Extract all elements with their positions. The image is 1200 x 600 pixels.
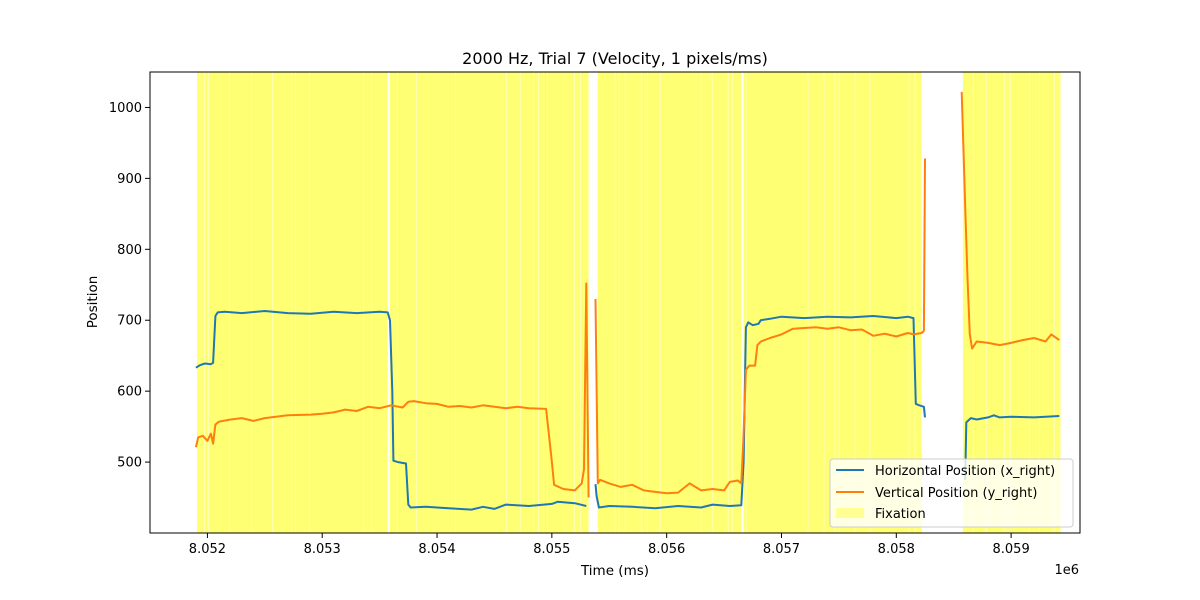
fixation-stripe [251, 72, 253, 533]
y-tick-label: 700 [117, 314, 142, 329]
fixation-stripe [823, 72, 825, 533]
horizontal-position-line [195, 310, 587, 511]
y-tick-label: 900 [117, 172, 142, 187]
y-axis: 500 600 700 800 900 1000 [109, 101, 150, 471]
fixation-stripe [700, 72, 702, 533]
fixation-stripe [546, 72, 548, 533]
x-tick-label: 8.054 [418, 542, 455, 557]
fixation-stripe [537, 72, 539, 533]
fixation-stripe [659, 72, 661, 533]
x-offset-label: 1e6 [1054, 563, 1079, 578]
fixation-stripe [646, 72, 648, 533]
fixation-stripe [711, 72, 713, 533]
fixation-stripe [908, 72, 910, 533]
legend-label-horizontal: Horizontal Position (x_right) [875, 464, 1055, 479]
fixation-stripe [640, 72, 642, 533]
fixation-stripe [618, 72, 620, 533]
y-tick-label: 600 [117, 385, 142, 400]
fixation-stripe [229, 72, 231, 533]
fixation-stripe [1003, 72, 1005, 533]
fixation-stripe [295, 72, 297, 533]
fixation-band [597, 72, 742, 533]
fixation-stripe [854, 72, 856, 533]
legend-swatch-fixation [836, 508, 864, 518]
fixation-stripe [807, 72, 809, 533]
plot-frame [149, 71, 1081, 534]
fixation-stripe [396, 72, 398, 533]
x-tick-label: 8.057 [763, 542, 800, 557]
fixation-stripe [204, 72, 206, 533]
x-tick-label: 8.059 [993, 542, 1030, 557]
fixation-stripe [834, 72, 836, 533]
vertical-position-line [960, 91, 1060, 350]
fixation-stripe [454, 72, 456, 533]
fixation-stripe [1009, 72, 1011, 533]
x-tick-label: 8.055 [533, 542, 570, 557]
fixation-stripe [985, 72, 987, 533]
x-axis-label: Time (ms) [580, 563, 649, 579]
legend: Horizontal Position (x_right) Vertical P… [829, 458, 1074, 528]
series-group [194, 91, 1060, 511]
fixation-stripe [208, 72, 210, 533]
y-tick-label: 800 [117, 243, 142, 258]
fixation-stripe [519, 72, 521, 533]
fixation-stripe [542, 72, 544, 533]
fixation-band [743, 72, 922, 533]
fixation-stripe [838, 72, 840, 533]
fixation-stripe [869, 72, 871, 533]
horizontal-position-line [594, 315, 926, 510]
horizontal-position-line [964, 414, 1060, 480]
fixation-stripe [505, 72, 507, 533]
fixation-stripe [573, 72, 575, 533]
fixation-stripe [272, 72, 274, 533]
fixation-stripe [291, 72, 293, 533]
fixation-band [962, 72, 1061, 533]
y-axis-label: Position [85, 276, 101, 329]
fixation-stripe [363, 72, 365, 533]
x-tick-label: 8.056 [648, 542, 685, 557]
y-tick-label: 1000 [109, 101, 142, 116]
fixation-stripe [624, 72, 626, 533]
legend-box [829, 458, 1074, 528]
fixation-stripe [371, 72, 373, 533]
x-axis: 8.052 8.053 8.054 8.055 8.056 8.057 8.058 8.059 [189, 533, 1030, 557]
legend-label-fixation: Fixation [875, 507, 926, 522]
fixation-stripe [532, 72, 534, 533]
fixation-stripe [1053, 72, 1055, 533]
x-tick-label: 8.058 [878, 542, 915, 557]
x-tick-label: 8.052 [189, 542, 226, 557]
vertical-position-line [594, 158, 926, 495]
fixation-band-group [197, 72, 1061, 533]
x-tick-label: 8.053 [304, 542, 341, 557]
fixation-band [389, 72, 589, 533]
fixation-stripe [1038, 72, 1040, 533]
fixation-stripe [745, 72, 747, 533]
legend-label-vertical: Vertical Position (y_right) [875, 486, 1037, 501]
fixation-stripe [579, 72, 581, 533]
fixation-stripe [1028, 72, 1030, 533]
fixation-stripe [972, 72, 974, 533]
y-tick-label: 500 [117, 456, 142, 471]
fixation-stripe [309, 72, 311, 533]
fixation-stripe [614, 72, 616, 533]
fixation-stripe [914, 72, 916, 533]
fixation-band [197, 72, 388, 533]
fixation-stripe [415, 72, 417, 533]
fixation-stripe [731, 72, 733, 533]
chart-title: 2000 Hz, Trial 7 (Velocity, 1 pixels/ms) [462, 49, 768, 68]
fixation-stripe [199, 72, 201, 533]
vertical-position-line [194, 282, 590, 498]
fixation-stripe [727, 72, 729, 533]
